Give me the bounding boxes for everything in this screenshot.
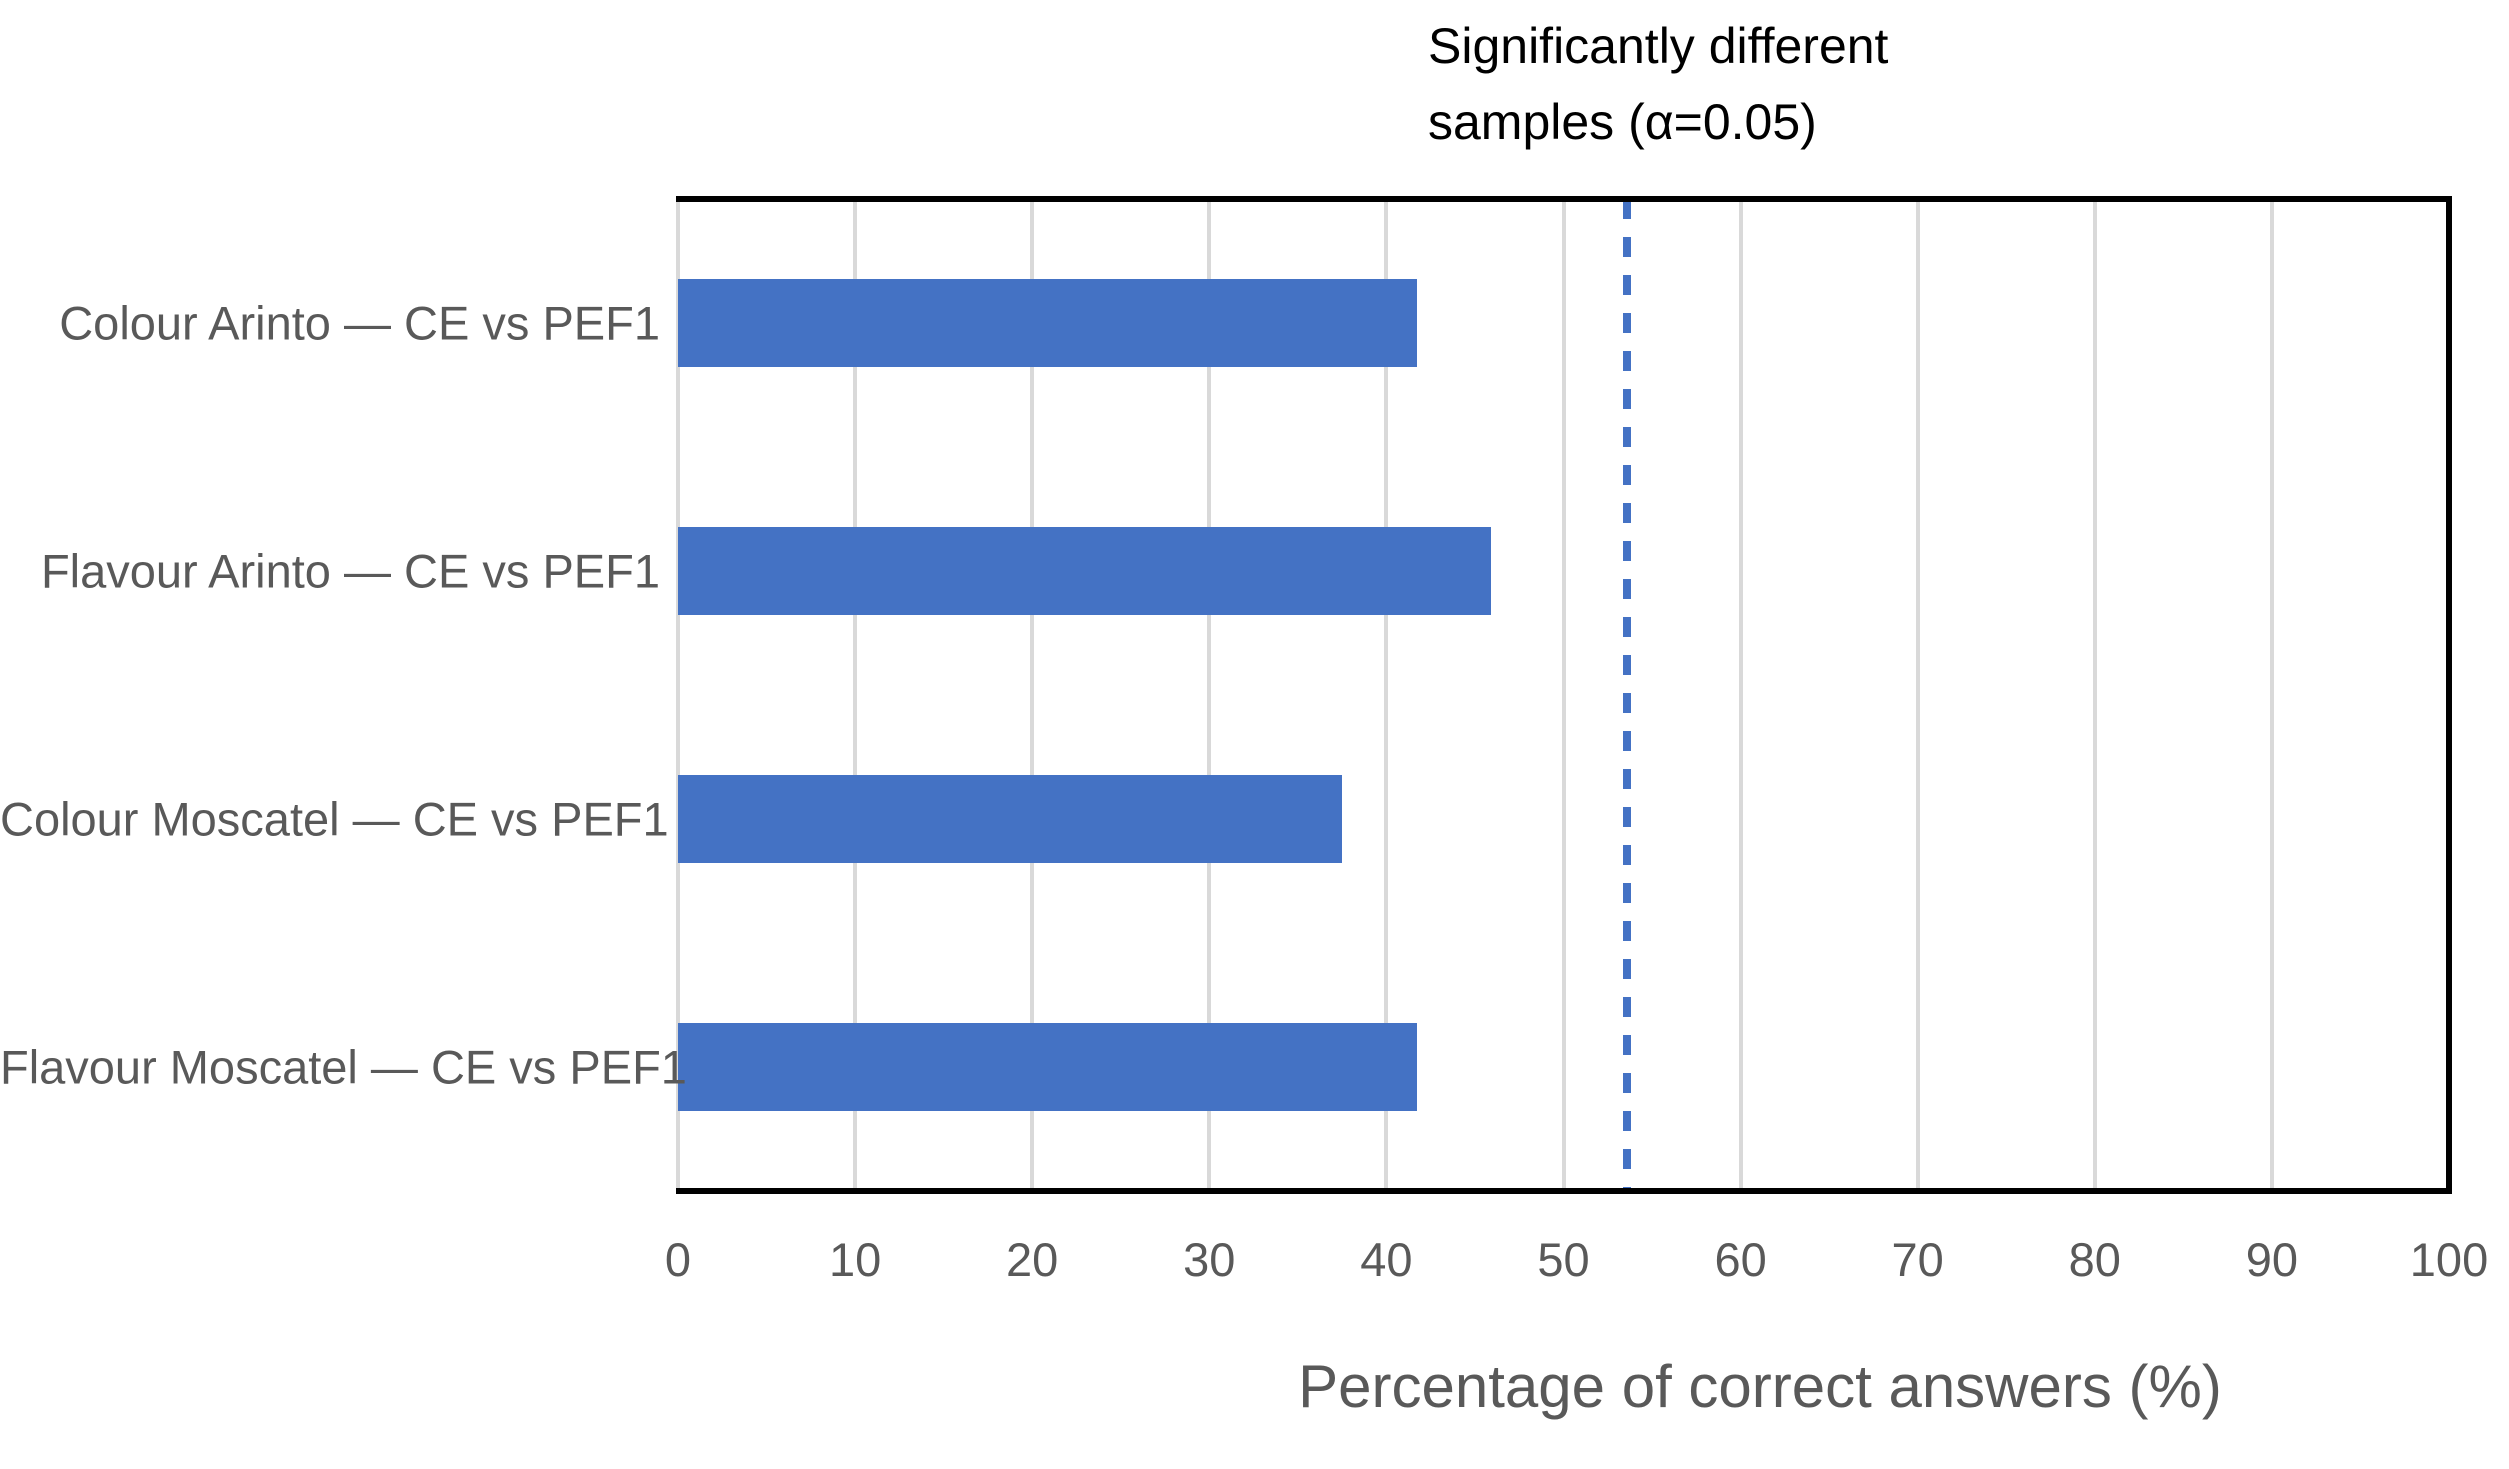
threshold-annotation-line1: Significantly different	[1428, 18, 1889, 74]
gridline	[853, 199, 858, 1191]
bar	[678, 775, 1343, 863]
threshold-line	[1623, 199, 1632, 1191]
threshold-annotation-line2: samples (α=0.05)	[1428, 94, 1817, 150]
threshold-annotation: Significantly different samples (α=0.05)	[1428, 8, 1888, 160]
x-tick-label: 50	[1537, 1233, 1590, 1286]
x-axis-title: Percentage of correct answers (%)	[1298, 1353, 2222, 1420]
category-label: Flavour Arinto — CE vs PEF1	[40, 544, 660, 598]
gridline	[676, 199, 680, 1191]
gridline	[1561, 199, 1566, 1191]
gridline	[1030, 199, 1035, 1191]
category-label: Colour Arinto — CE vs PEF1	[59, 296, 660, 350]
bar	[678, 527, 1491, 615]
category-label: Colour Moscatel — CE vs PEF1	[0, 792, 669, 846]
x-tick-label: 90	[2245, 1233, 2299, 1286]
bar	[678, 1023, 1417, 1111]
x-tick-label: 10	[828, 1233, 882, 1286]
bar	[678, 279, 1417, 367]
x-tick-label: 0	[664, 1233, 692, 1286]
gridline	[1915, 199, 1920, 1191]
x-tick-label: 60	[1714, 1233, 1767, 1286]
gridline	[2092, 199, 2097, 1191]
x-tick-label: 100	[2409, 1233, 2489, 1286]
gridline	[1207, 199, 1212, 1191]
x-tick-label: 80	[2068, 1233, 2121, 1286]
x-axis-line	[676, 1188, 2452, 1194]
plot-border-right	[2446, 196, 2452, 1194]
x-tick-label: 30	[1183, 1233, 1236, 1286]
x-tick-label: 40	[1360, 1233, 1413, 1286]
x-tick-label: 70	[1891, 1233, 1944, 1286]
gridline	[2269, 199, 2274, 1191]
gridline	[1738, 199, 1743, 1191]
gridline	[1384, 199, 1389, 1191]
plot-border-top	[676, 196, 2452, 202]
x-tick-label: 20	[1006, 1233, 1059, 1286]
plot-area	[676, 199, 2451, 1191]
category-label: Flavour Moscatel — CE vs PEF1	[0, 1040, 687, 1094]
